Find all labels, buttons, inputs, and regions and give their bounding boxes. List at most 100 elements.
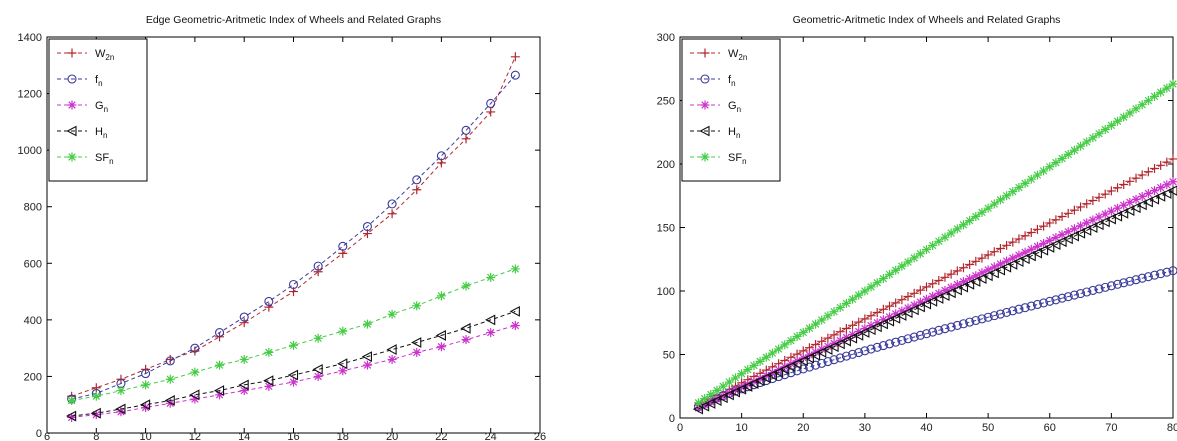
data-point — [1168, 79, 1177, 89]
data-point — [885, 301, 895, 311]
y-tick-label: 50 — [663, 350, 675, 362]
data-point — [766, 369, 777, 381]
y-tick-label: 200 — [657, 159, 675, 171]
data-point — [792, 366, 802, 376]
data-point — [989, 199, 999, 209]
data-point — [693, 398, 703, 408]
data-point — [65, 410, 77, 422]
legend-label-subscript: 2n — [105, 53, 114, 62]
data-point — [1131, 104, 1141, 114]
data-point — [238, 379, 249, 391]
data-point — [412, 301, 422, 311]
data-point — [1124, 205, 1135, 216]
data-point — [1031, 247, 1042, 259]
data-point — [909, 288, 919, 298]
data-point — [486, 328, 496, 338]
data-point — [1100, 209, 1110, 219]
data-point — [965, 216, 975, 226]
data-point — [952, 266, 962, 276]
data-point — [1020, 178, 1030, 188]
data-point — [412, 185, 422, 195]
data-point — [1062, 233, 1073, 245]
y-tick-label: 400 — [24, 315, 42, 327]
data-point — [723, 389, 734, 401]
data-point — [976, 273, 987, 285]
data-point — [1045, 162, 1055, 172]
data-point — [1119, 112, 1129, 122]
data-point — [1143, 189, 1153, 199]
chart-title: Geometric-Aritmetic Index of Wheels and … — [793, 14, 1061, 26]
data-point — [958, 220, 968, 230]
series-line — [698, 158, 1174, 406]
data-point — [141, 369, 151, 379]
data-point — [928, 240, 938, 250]
data-point — [91, 410, 101, 420]
legend-marker — [67, 100, 77, 110]
data-point — [215, 390, 225, 400]
data-point — [946, 282, 956, 292]
data-point — [1125, 108, 1135, 118]
data-point — [190, 367, 200, 377]
data-point — [884, 339, 895, 349]
data-point — [729, 386, 741, 398]
data-point — [215, 328, 225, 338]
data-point — [1014, 304, 1024, 314]
data-point — [915, 330, 925, 340]
series-w-2n — [693, 154, 1177, 410]
y-tick-label: 1200 — [18, 89, 42, 101]
data-point — [1106, 206, 1116, 216]
data-point — [914, 301, 925, 313]
data-point — [989, 311, 999, 321]
data-point — [891, 337, 901, 347]
x-tick-label: 22 — [435, 431, 447, 441]
data-point — [872, 318, 882, 328]
legend-marker — [700, 100, 710, 110]
data-point — [755, 356, 765, 366]
data-point — [811, 319, 821, 329]
data-point — [995, 309, 1006, 319]
data-point — [1039, 221, 1049, 231]
legend-marker — [67, 74, 77, 84]
legend-marker — [699, 125, 710, 137]
data-point — [772, 366, 784, 378]
data-point — [922, 282, 931, 292]
data-point — [965, 274, 975, 284]
data-point — [866, 321, 876, 331]
x-tick-label: 6 — [44, 431, 50, 441]
data-point — [264, 381, 274, 391]
data-point — [971, 211, 981, 221]
legend-label-subscript: n — [736, 131, 740, 140]
x-tick-label: 20 — [386, 431, 398, 441]
data-point — [1050, 239, 1061, 250]
data-point — [829, 307, 839, 317]
data-point — [921, 329, 932, 339]
data-point — [897, 295, 907, 305]
data-point — [361, 351, 372, 363]
data-point — [239, 386, 249, 396]
data-point — [798, 327, 808, 337]
data-point — [190, 394, 200, 404]
data-point — [1137, 100, 1147, 110]
data-point — [989, 262, 999, 272]
y-tick-label: 0 — [36, 428, 42, 440]
data-point — [1069, 290, 1079, 300]
legend-label-subscript: n — [737, 105, 741, 114]
data-point — [1155, 190, 1166, 202]
y-tick-label: 150 — [657, 223, 675, 235]
data-point — [841, 298, 851, 308]
data-point — [1008, 253, 1018, 263]
data-point — [1162, 267, 1172, 277]
data-point — [958, 263, 968, 273]
data-point — [1148, 193, 1160, 205]
data-point — [737, 369, 747, 379]
data-point — [362, 221, 373, 232]
x-tick-label: 8 — [93, 431, 99, 441]
data-point — [903, 303, 913, 313]
data-point — [698, 400, 710, 412]
data-point — [1057, 293, 1067, 303]
data-point — [940, 285, 950, 295]
data-point — [510, 321, 520, 331]
data-point — [926, 295, 938, 307]
data-point — [922, 245, 931, 255]
